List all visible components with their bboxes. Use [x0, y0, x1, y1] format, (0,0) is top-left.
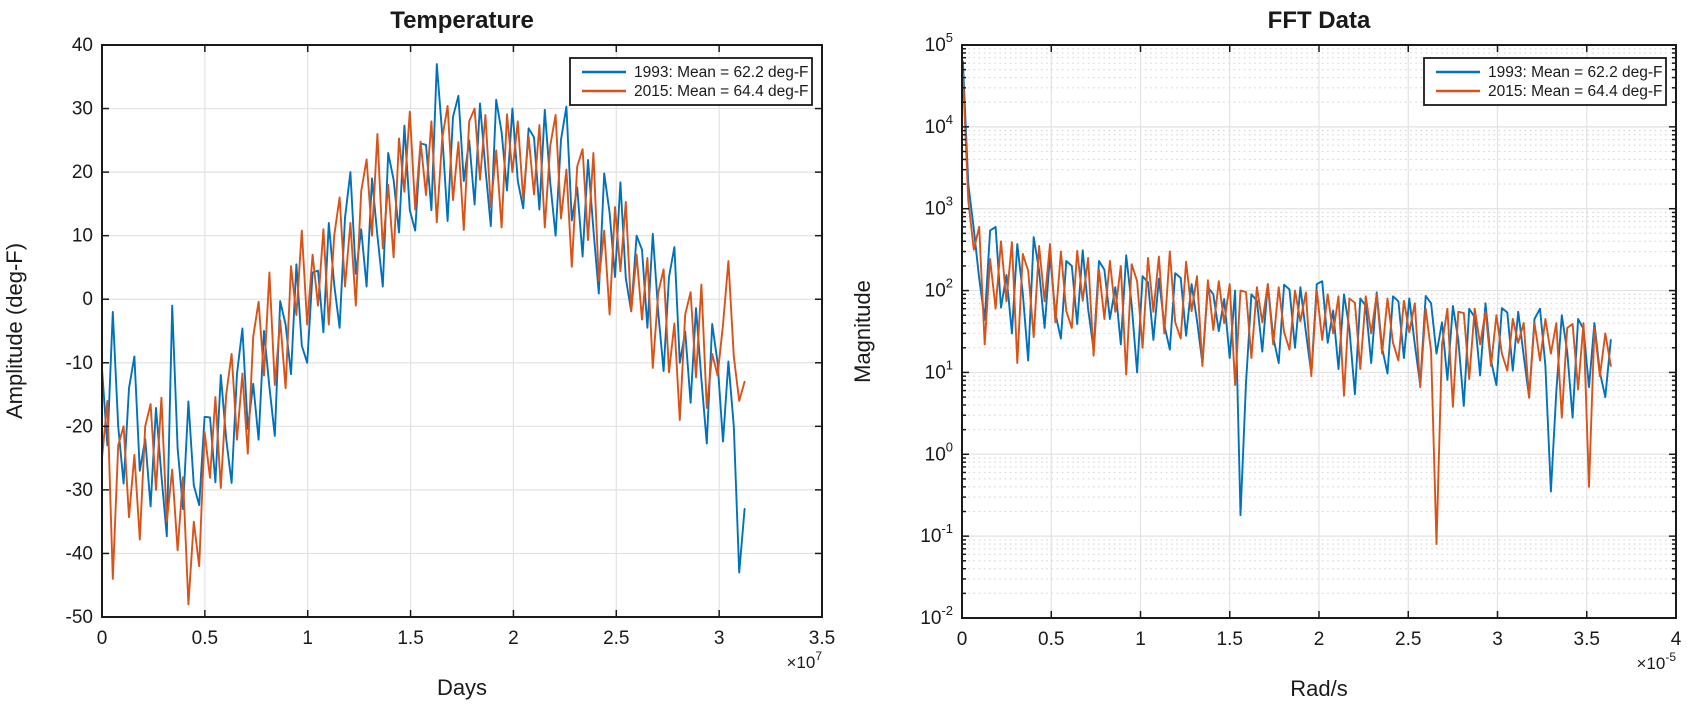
y-tick-label: 20 [72, 162, 93, 183]
y-tick-label: 104 [925, 112, 953, 138]
legend-box [569, 57, 813, 106]
x-tick-label: 1 [302, 628, 313, 649]
x-tick-label: 3.5 [809, 628, 835, 649]
series-line-1993 [102, 63, 746, 574]
axis-labels: 0 0.5 1 1.5 2 2.5 3 3.5 40 30 20 10 0 -10 -20 -30 -40 -50… [2, 7, 835, 700]
x-axis-label: Days [437, 675, 487, 700]
legend-label: 1993: Mean = 62.2 deg-F [1488, 64, 1663, 81]
y-tick-label: 105 [925, 30, 953, 56]
series-group [102, 63, 746, 606]
x-tick-label: 0 [97, 628, 108, 649]
y-tick-label: 10 [72, 226, 93, 247]
legend-box [1423, 57, 1667, 106]
fft-chart: 0 0.5 1 1.5 2 2.5 3 3.5 4 105 104 103 102 101 100 10-1 1… [850, 7, 1682, 701]
x-tick-label: 0 [957, 629, 968, 650]
axes-box [961, 44, 1677, 619]
legend: 1993: Mean = 62.2 deg-F 2015: Mean = 64.4… [569, 57, 813, 106]
y-axis-label: Magnitude [850, 280, 875, 383]
y-tick-label: -40 [66, 543, 93, 564]
y-tick-label: -20 [66, 416, 93, 437]
legend-label: 2015: Mean = 64.4 deg-F [1488, 83, 1663, 100]
y-tick-label: 103 [925, 194, 953, 220]
y-tick-label: 10-1 [920, 521, 953, 547]
legend-label: 1993: Mean = 62.2 deg-F [634, 64, 809, 81]
temperature-chart: 0 0.5 1 1.5 2 2.5 3 3.5 40 30 20 10 0 -10 -20 -30 -40 -50… [2, 7, 835, 700]
x-tick-label: 0.5 [192, 628, 218, 649]
x-tick-label: 3.5 [1574, 629, 1600, 650]
x-tick-label: 1 [1135, 629, 1146, 650]
series-line-1993 [962, 60, 1612, 517]
y-tick-label: -50 [66, 607, 93, 628]
y-tick-label: -30 [66, 480, 93, 501]
x-tick-label: 2.5 [1395, 629, 1421, 650]
x-tick-label: 4 [1671, 629, 1682, 650]
x-tick-label: 3 [1492, 629, 1503, 650]
x-axis-label: Rad/s [1290, 676, 1347, 701]
y-tick-label: 0 [82, 289, 93, 310]
series-line-2015 [962, 72, 1612, 546]
x-tick-label: 2 [508, 628, 519, 649]
series-line-2015 [102, 105, 746, 606]
y-tick-label: -10 [66, 353, 93, 374]
axes-box [101, 44, 823, 618]
legend-label: 2015: Mean = 64.4 deg-F [634, 83, 809, 100]
x-tick-label: 1.5 [1217, 629, 1243, 650]
x-axis-exponent: ×107 [786, 649, 822, 672]
x-tick-label: 2 [1314, 629, 1325, 650]
y-tick-label: 100 [925, 439, 953, 465]
y-axis-label: Amplitude (deg-F) [2, 243, 27, 419]
x-tick-label: 2.5 [603, 628, 629, 649]
y-tick-label: 30 [72, 99, 93, 120]
x-tick-label: 1.5 [397, 628, 423, 649]
x-tick-label: 0.5 [1038, 629, 1064, 650]
chart-title: Temperature [390, 7, 534, 34]
y-tick-label: 101 [925, 357, 953, 383]
series-group [962, 60, 1612, 546]
legend: 1993: Mean = 62.2 deg-F 2015: Mean = 64.4… [1423, 57, 1667, 106]
y-tick-label: 10-2 [920, 603, 953, 629]
x-tick-label: 3 [714, 628, 725, 649]
x-axis-exponent: ×10-5 [1636, 650, 1676, 673]
chart-title: FFT Data [1268, 7, 1371, 34]
axis-labels: 0 0.5 1 1.5 2 2.5 3 3.5 4 105 104 103 102 101 100 10-1 1… [850, 7, 1682, 701]
y-tick-label: 102 [925, 276, 953, 302]
y-tick-label: 40 [72, 35, 93, 56]
